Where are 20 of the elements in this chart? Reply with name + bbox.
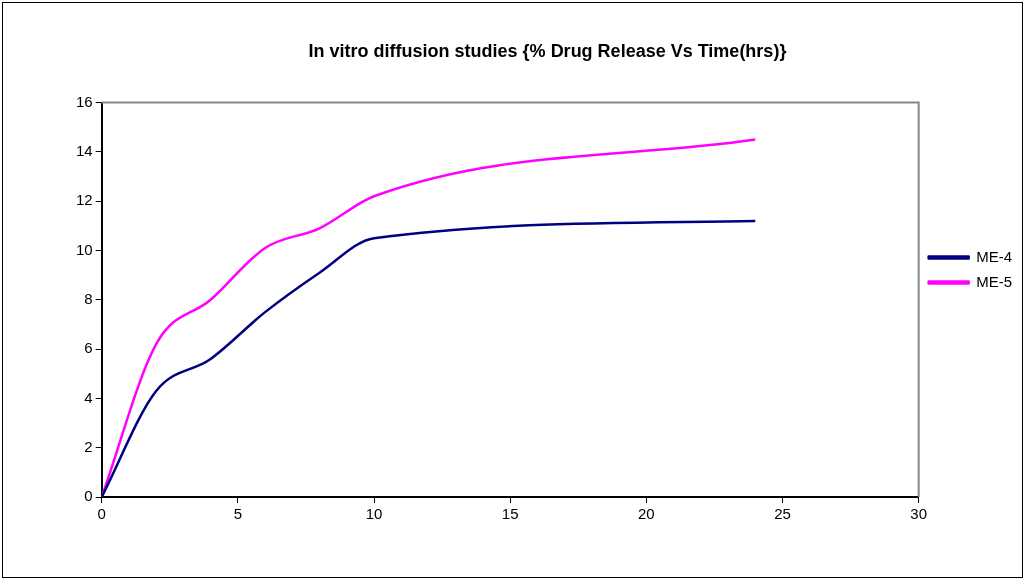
y-tick-label: 6 [84,339,93,357]
x-tick-label: 30 [910,505,928,523]
y-tick-label: 2 [84,437,93,455]
y-tick-label: 10 [76,240,93,258]
y-tick-label: 8 [84,289,93,307]
x-tick-label: 5 [233,505,243,523]
chart-title: In vitro diffusion studies {% Drug Release Vs Time(hrs)} [308,40,787,61]
y-tick-label: 4 [84,388,93,406]
x-tick-label: 0 [97,505,106,523]
legend-label: ME-5 [976,272,1013,290]
legend-label: ME-4 [976,247,1013,265]
x-tick-label: 25 [774,505,791,523]
y-tick-label: 14 [76,142,93,160]
x-tick-label: 20 [637,505,655,523]
y-tick-label: 16 [76,92,93,110]
y-tick-label: 12 [76,191,93,209]
y-tick-label: 0 [84,487,93,505]
x-tick-label: 15 [501,505,519,523]
line-series [101,219,757,497]
x-tick-label: 10 [365,505,383,523]
